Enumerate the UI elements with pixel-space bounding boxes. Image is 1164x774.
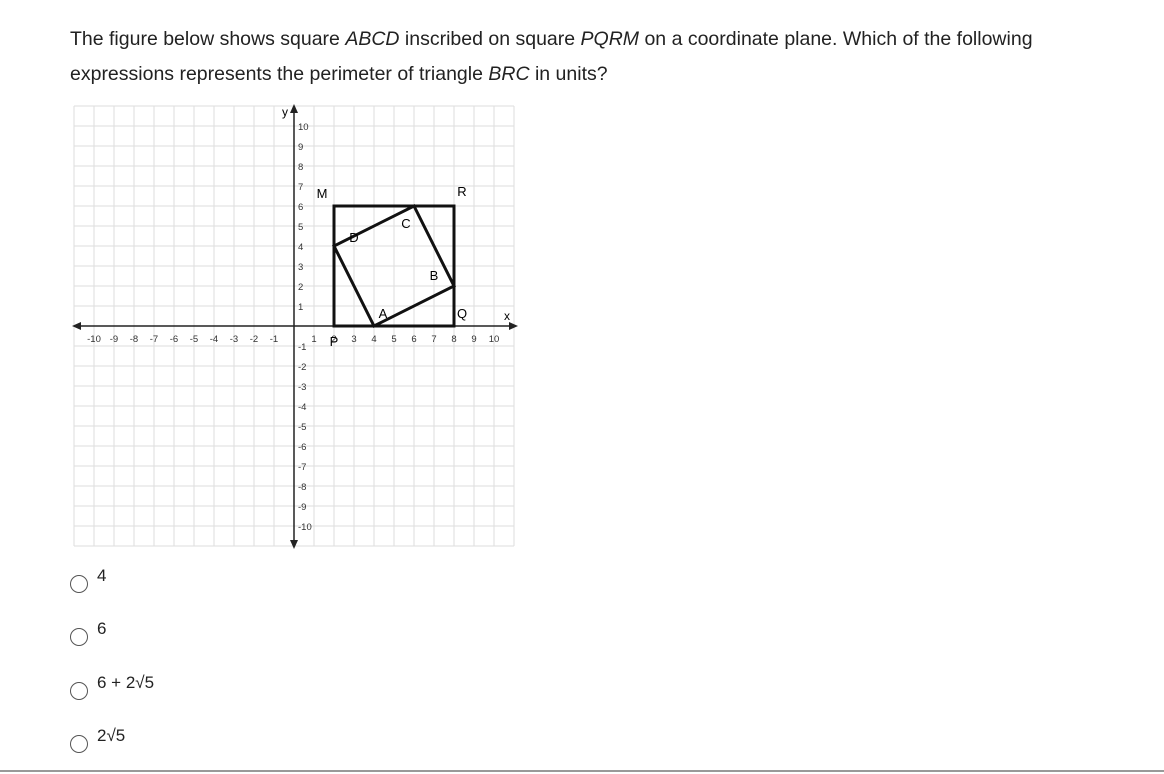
option-text: 4 <box>97 566 107 585</box>
y-tick-label: -2 <box>298 362 306 373</box>
question-text: in units? <box>529 63 608 85</box>
point-label: A <box>379 306 388 321</box>
y-tick-label: 8 <box>298 162 303 173</box>
point-label: P <box>330 334 339 349</box>
question-emphasis: ABCD <box>345 28 400 50</box>
x-tick-label: 4 <box>371 334 376 345</box>
divider <box>0 770 1164 772</box>
arrow <box>290 104 298 113</box>
x-tick-label: 1 <box>311 334 316 345</box>
coordinate-figure: x y -10 -9 -8 -7 -6 -5 -4 -3 -2 -1 1 2 3 4 5 6 7 8 9 10 10 9 8 7 6… <box>72 104 518 549</box>
question-text: inscribed on square <box>399 28 581 50</box>
y-tick-label: -5 <box>298 422 306 433</box>
question-text: on a coordinate plane. Which of the foll… <box>70 28 1033 85</box>
x-tick-label: 5 <box>391 334 396 345</box>
radio-button[interactable] <box>70 682 88 700</box>
x-tick-label: 3 <box>351 334 356 345</box>
y-tick-label: 10 <box>298 122 309 133</box>
question-emphasis: BRC <box>488 63 530 85</box>
question: The figure below shows square ABCD inscr… <box>70 22 1130 92</box>
x-tick-label: 8 <box>451 334 456 345</box>
x-tick-label: -8 <box>130 334 138 345</box>
point-label: D <box>349 230 358 245</box>
y-tick-label: -10 <box>298 522 312 533</box>
point-label: Q <box>457 306 467 321</box>
point-label: C <box>401 216 410 231</box>
y-tick-label: -8 <box>298 482 306 493</box>
x-tick-label: -3 <box>230 334 238 345</box>
answer-option[interactable]: 6 + 2√5 <box>70 673 155 700</box>
x-tick-label: -4 <box>210 334 218 345</box>
question-emphasis: PQRM <box>580 28 640 50</box>
radio-button[interactable] <box>70 735 88 753</box>
y-tick-label: 3 <box>298 262 303 273</box>
arrow <box>290 540 298 549</box>
axis-label: y <box>282 105 288 119</box>
x-tick-label: -1 <box>270 334 278 345</box>
answer-option[interactable]: 6 <box>70 619 107 646</box>
x-tick-label: -9 <box>110 334 118 345</box>
x-tick-label: -7 <box>150 334 158 345</box>
x-tick-label: 2 <box>331 334 336 345</box>
answer-option[interactable]: 4 <box>70 566 107 593</box>
x-tick-label: 10 <box>489 334 500 345</box>
option-text: 6 + 2√5 <box>97 673 155 692</box>
y-tick-label: -4 <box>298 402 306 413</box>
y-tick-label: -7 <box>298 462 306 473</box>
arrow <box>72 322 81 330</box>
y-tick-label: 6 <box>298 202 303 213</box>
point-label: B <box>430 268 439 283</box>
y-tick-label: -6 <box>298 442 306 453</box>
y-tick-label: 1 <box>298 302 303 313</box>
answer-option[interactable]: 2√5 <box>70 726 126 753</box>
radio-button[interactable] <box>70 575 88 593</box>
x-tick-label: -10 <box>87 334 101 345</box>
y-tick-label: -9 <box>298 502 306 513</box>
y-tick-label: -3 <box>298 382 306 393</box>
axis-label: x <box>504 309 510 323</box>
y-tick-label: 9 <box>298 142 303 153</box>
y-tick-label: 5 <box>298 222 303 233</box>
option-text: 2√5 <box>97 726 126 745</box>
x-tick-label: 7 <box>431 334 436 345</box>
x-tick-label: 9 <box>471 334 476 345</box>
x-tick-label: 6 <box>411 334 416 345</box>
point-label: R <box>457 184 466 199</box>
x-tick-label: -2 <box>250 334 258 345</box>
y-tick-label: -1 <box>298 342 306 353</box>
question-text: The figure below shows square <box>70 28 346 50</box>
point-label: M <box>317 186 328 201</box>
square-abcd <box>331 203 457 329</box>
y-tick-label: 7 <box>298 182 303 193</box>
arrow <box>509 322 518 330</box>
radio-button[interactable] <box>70 628 88 646</box>
option-text: 6 <box>97 619 107 638</box>
x-tick-label: -6 <box>170 334 178 345</box>
x-tick-label: -5 <box>190 334 198 345</box>
y-tick-label: 2 <box>298 282 303 293</box>
y-tick-label: 4 <box>298 242 303 253</box>
